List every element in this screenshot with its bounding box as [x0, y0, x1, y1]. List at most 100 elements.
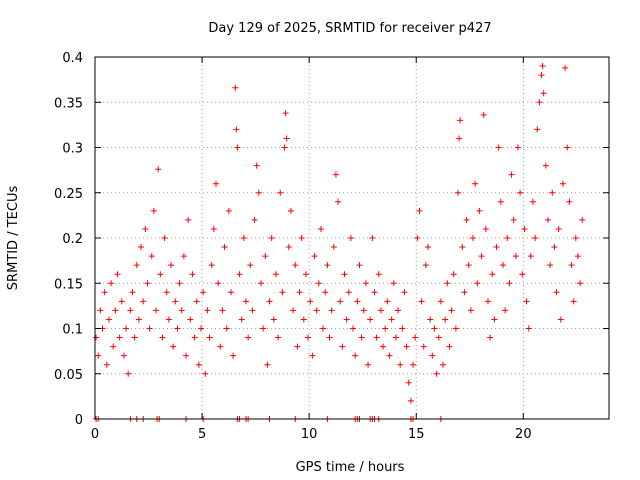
data-point — [508, 171, 515, 178]
data-point — [572, 235, 579, 241]
data-point — [200, 289, 207, 296]
data-point — [539, 63, 546, 70]
data-point — [206, 334, 213, 341]
data-point — [407, 397, 414, 404]
data-point — [110, 343, 117, 350]
data-point — [240, 235, 247, 241]
data-point — [367, 316, 374, 323]
y-tick-label: 0.05 — [54, 368, 83, 383]
data-point — [264, 361, 271, 368]
data-point — [339, 343, 346, 350]
data-point — [324, 262, 331, 269]
data-point — [547, 262, 554, 269]
data-point — [452, 325, 459, 332]
data-point — [489, 271, 496, 278]
data-point — [388, 316, 395, 323]
data-point — [506, 280, 513, 287]
data-point — [529, 198, 536, 205]
data-point — [562, 64, 569, 71]
data-point — [178, 307, 185, 314]
data-point — [544, 216, 551, 223]
data-point — [538, 72, 545, 79]
data-point — [227, 289, 234, 296]
data-point — [360, 307, 367, 314]
data-point — [322, 289, 329, 296]
data-point — [521, 225, 528, 232]
data-point — [358, 334, 365, 341]
data-point — [397, 361, 404, 368]
data-point — [395, 307, 402, 314]
data-point — [123, 325, 130, 332]
data-point — [536, 99, 543, 106]
data-point — [504, 235, 511, 241]
data-point — [131, 334, 138, 341]
data-point — [551, 244, 558, 251]
data-point — [461, 289, 468, 296]
data-point — [392, 334, 399, 341]
data-point — [191, 334, 198, 341]
x-tick-label: 10 — [301, 427, 318, 442]
chart-title: Day 129 of 2025, SRMTID for receiver p42… — [208, 21, 491, 36]
data-point — [257, 280, 264, 287]
data-point — [418, 298, 425, 305]
data-point — [450, 271, 457, 278]
data-point — [549, 189, 556, 196]
data-point — [302, 271, 309, 278]
data-point — [410, 361, 417, 368]
data-point — [307, 298, 314, 305]
data-point — [168, 262, 175, 269]
data-point — [476, 207, 483, 214]
data-point — [487, 334, 494, 341]
data-point — [317, 225, 324, 232]
data-point — [93, 334, 100, 341]
data-point — [525, 325, 532, 332]
data-point — [320, 325, 327, 332]
data-point — [341, 271, 348, 278]
data-point — [285, 244, 292, 251]
data-point — [405, 379, 412, 386]
data-point — [470, 235, 477, 241]
x-tick-label: 5 — [198, 427, 206, 442]
data-point — [371, 289, 378, 296]
data-point — [315, 280, 322, 287]
y-tick-label: 0.25 — [54, 187, 83, 202]
data-point — [465, 262, 472, 269]
data-point — [369, 235, 376, 241]
y-tick-label: 0.35 — [54, 96, 83, 111]
data-point — [305, 334, 312, 341]
data-point — [268, 235, 275, 241]
data-point — [202, 370, 209, 377]
data-point — [527, 253, 534, 260]
data-point — [97, 307, 104, 314]
data-point — [412, 334, 419, 341]
data-point — [144, 280, 151, 287]
x-tick-label: 15 — [408, 427, 425, 442]
data-point — [300, 316, 307, 323]
data-point — [435, 334, 442, 341]
data-point — [356, 262, 363, 269]
data-point — [238, 316, 245, 323]
data-point — [294, 343, 301, 350]
data-point — [251, 216, 258, 223]
data-point — [345, 289, 352, 296]
data-point — [313, 307, 320, 314]
data-point — [542, 162, 549, 169]
data-point — [114, 271, 121, 278]
data-point — [112, 307, 119, 314]
data-point — [425, 244, 432, 251]
data-point — [343, 316, 350, 323]
data-point — [161, 235, 168, 241]
data-point — [457, 117, 464, 124]
data-point — [232, 84, 239, 91]
data-point — [459, 244, 466, 251]
data-point — [118, 298, 125, 305]
data-point — [210, 225, 217, 232]
data-point — [326, 334, 333, 341]
data-point — [577, 280, 584, 287]
data-point — [384, 298, 391, 305]
data-point — [230, 352, 237, 359]
data-point — [497, 198, 504, 205]
data-point — [386, 352, 393, 359]
data-point — [534, 126, 541, 133]
